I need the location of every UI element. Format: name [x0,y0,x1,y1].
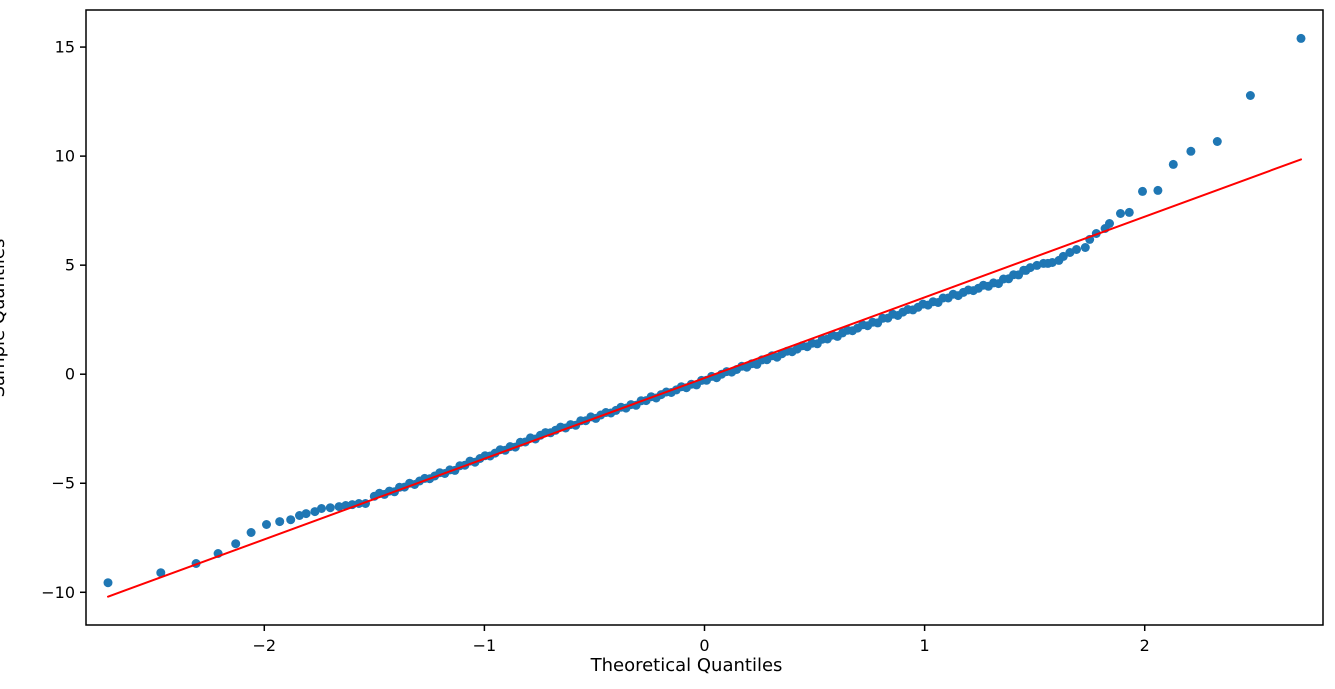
scatter-point [156,568,166,578]
scatter-point [1186,146,1196,156]
scatter-point [275,517,285,527]
reference-line [107,158,1302,598]
scatter-point [1080,243,1090,252]
plot-frame [85,9,1324,626]
scatter-point [1138,186,1147,196]
y-tick-label: 10 [55,147,75,166]
scatter-point [246,528,256,537]
scatter-point [1245,91,1255,100]
scatter-point [103,578,113,588]
y-tick-label: −10 [41,583,75,602]
scatter-point [1153,185,1163,195]
x-tick-label: −2 [252,636,276,655]
scatter-point [1019,265,1029,275]
y-tick-label: −5 [51,474,75,493]
y-tick-label: 5 [65,256,75,275]
y-tick-label: 15 [55,38,75,57]
x-tick-label: 2 [1140,636,1150,655]
scatter-point [317,504,326,513]
scatter-point [262,520,271,529]
scatter-point [1212,137,1222,146]
scatter-point [1058,251,1068,261]
x-axis-label: Theoretical Quantiles [590,655,783,676]
scatter-point [1072,245,1081,254]
scatter-point [1116,209,1125,218]
y-axis-label: Sample Quantiles [0,238,9,398]
scatter-point [1105,219,1114,228]
x-tick-label: 1 [920,636,930,655]
scatter-point [231,539,241,549]
x-tick-label: −1 [473,636,497,655]
scatter-point [1124,207,1134,217]
scatter-point [301,509,311,519]
scatter-point [1296,33,1306,43]
scatter-point [286,515,296,525]
y-tick-label: 0 [65,365,75,384]
scatter-point [325,503,335,513]
scatter-point [1168,159,1178,169]
x-tick-label: 0 [699,636,709,655]
